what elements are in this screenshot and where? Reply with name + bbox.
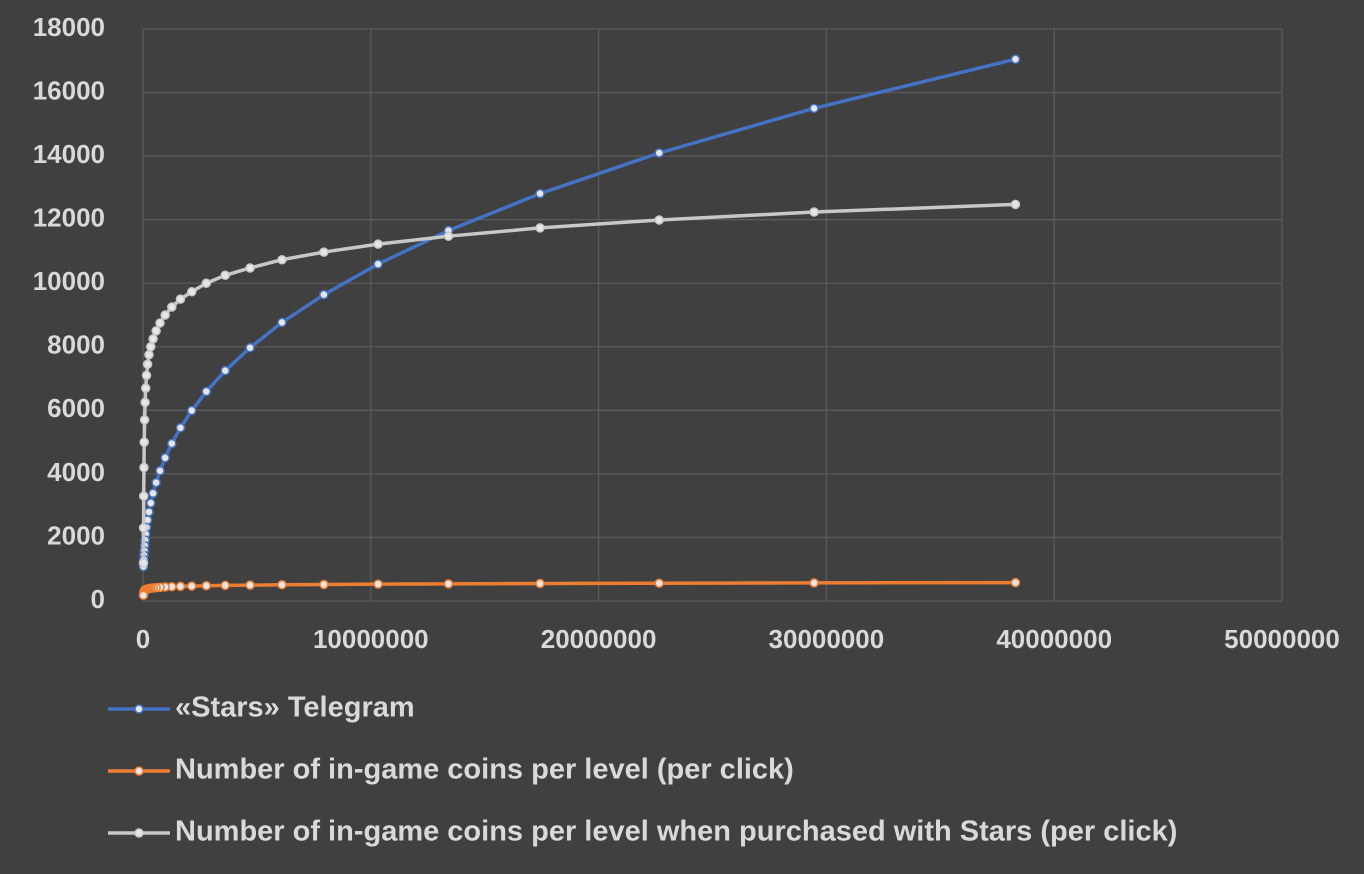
data-point	[220, 270, 230, 281]
data-point	[220, 580, 230, 591]
data-point	[220, 365, 230, 376]
data-point	[373, 259, 383, 269]
y-tick-label: 0	[91, 584, 105, 614]
data-point	[535, 188, 545, 199]
x-tick-label: 20000000	[541, 624, 657, 654]
data-point	[175, 581, 186, 592]
data-point	[140, 397, 150, 408]
data-point	[139, 415, 150, 425]
x-tick-label: 40000000	[996, 624, 1112, 654]
data-point	[245, 580, 255, 590]
data-point	[138, 558, 149, 568]
data-point	[146, 498, 156, 508]
data-point	[148, 488, 158, 499]
data-point	[138, 590, 149, 601]
data-point	[443, 579, 454, 589]
data-point	[141, 370, 152, 381]
data-point	[155, 318, 165, 328]
data-point	[277, 254, 287, 265]
data-point	[809, 578, 819, 588]
x-tick-label: 0	[136, 624, 150, 654]
data-point	[654, 578, 664, 588]
data-point	[186, 581, 197, 591]
data-point	[277, 580, 287, 590]
data-point	[167, 302, 177, 312]
data-point	[809, 103, 819, 114]
data-point	[138, 523, 149, 533]
y-tick-label: 18000	[33, 12, 105, 42]
data-point	[175, 294, 186, 304]
data-point	[151, 477, 161, 488]
data-point	[186, 405, 197, 416]
data-point	[160, 453, 170, 463]
data-point	[155, 466, 165, 476]
data-point	[319, 579, 329, 590]
data-point	[139, 437, 149, 447]
y-tick-label: 16000	[33, 75, 105, 105]
data-point	[151, 326, 161, 336]
series-line	[141, 57, 1016, 567]
data-point	[1010, 577, 1021, 588]
legend-marker	[134, 704, 144, 714]
x-tick-label: 50000000	[1224, 624, 1340, 654]
data-point	[142, 359, 153, 370]
data-point	[138, 491, 149, 501]
y-tick-label: 12000	[33, 203, 105, 233]
y-tick-label: 10000	[33, 266, 105, 296]
data-point	[144, 349, 154, 360]
data-point	[654, 148, 664, 158]
x-tick-label: 30000000	[769, 624, 885, 654]
data-point	[140, 383, 151, 393]
data-point	[175, 423, 186, 433]
y-tick-label: 4000	[47, 457, 105, 487]
legend-label: «Stars» Telegram	[175, 692, 415, 724]
data-point	[1010, 199, 1021, 210]
data-point	[443, 231, 454, 241]
data-point	[245, 342, 255, 353]
data-point	[167, 438, 177, 449]
x-tick-label: 10000000	[313, 624, 429, 654]
data-point	[809, 207, 819, 217]
y-tick-label: 14000	[33, 139, 105, 169]
data-point	[535, 223, 545, 233]
data-point	[144, 507, 154, 517]
y-tick-label: 8000	[47, 330, 105, 360]
data-point	[160, 310, 170, 320]
data-point	[373, 579, 383, 589]
data-point	[319, 247, 329, 257]
data-point	[245, 263, 255, 273]
data-point	[148, 334, 158, 344]
data-point	[1010, 54, 1021, 64]
series-line	[141, 580, 1016, 596]
legend-label: Number of in-game coins per level (per c…	[175, 754, 794, 786]
data-point	[535, 578, 545, 589]
legend-marker	[134, 828, 144, 838]
data-point	[201, 580, 212, 591]
data-point	[146, 342, 156, 352]
data-point	[201, 278, 212, 288]
data-point	[277, 317, 287, 328]
legend-label: Number of in-game coins per level when p…	[175, 816, 1177, 848]
legend-marker	[134, 766, 144, 776]
data-point	[186, 287, 197, 297]
y-tick-label: 6000	[47, 393, 105, 423]
series-line	[141, 202, 1016, 563]
data-point	[201, 386, 212, 397]
data-point	[373, 239, 383, 249]
y-tick-label: 2000	[47, 520, 105, 550]
data-point	[139, 462, 149, 473]
data-point	[319, 289, 329, 300]
data-point	[654, 215, 664, 225]
